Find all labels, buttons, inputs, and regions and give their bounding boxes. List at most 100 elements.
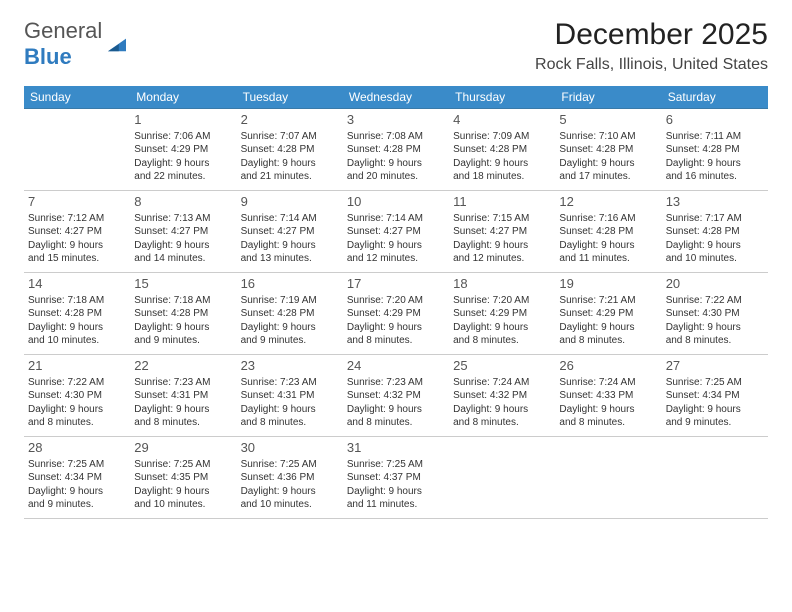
sunset-text: Sunset: 4:28 PM: [347, 143, 445, 157]
day-number: 11: [453, 193, 551, 211]
logo-text: General Blue: [24, 18, 102, 70]
day-number: 3: [347, 111, 445, 129]
daylight-text: and 11 minutes.: [347, 498, 445, 512]
calendar-day-cell: [555, 437, 661, 519]
calendar-day-cell: 5Sunrise: 7:10 AMSunset: 4:28 PMDaylight…: [555, 109, 661, 191]
calendar-day-cell: 12Sunrise: 7:16 AMSunset: 4:28 PMDayligh…: [555, 191, 661, 273]
daylight-text: Daylight: 9 hours: [453, 239, 551, 253]
sunset-text: Sunset: 4:30 PM: [666, 307, 764, 321]
daylight-text: and 12 minutes.: [453, 252, 551, 266]
daylight-text: Daylight: 9 hours: [28, 403, 126, 417]
calendar-day-cell: 3Sunrise: 7:08 AMSunset: 4:28 PMDaylight…: [343, 109, 449, 191]
daylight-text: Daylight: 9 hours: [559, 321, 657, 335]
sunset-text: Sunset: 4:30 PM: [28, 389, 126, 403]
daylight-text: Daylight: 9 hours: [28, 239, 126, 253]
daylight-text: Daylight: 9 hours: [241, 239, 339, 253]
calendar-day-cell: 20Sunrise: 7:22 AMSunset: 4:30 PMDayligh…: [662, 273, 768, 355]
daylight-text: Daylight: 9 hours: [559, 403, 657, 417]
daylight-text: Daylight: 9 hours: [453, 321, 551, 335]
sunset-text: Sunset: 4:28 PM: [559, 225, 657, 239]
calendar-day-cell: 10Sunrise: 7:14 AMSunset: 4:27 PMDayligh…: [343, 191, 449, 273]
sunrise-text: Sunrise: 7:13 AM: [134, 212, 232, 226]
calendar-day-cell: 14Sunrise: 7:18 AMSunset: 4:28 PMDayligh…: [24, 273, 130, 355]
title-block: December 2025 Rock Falls, Illinois, Unit…: [535, 18, 768, 74]
sunset-text: Sunset: 4:29 PM: [453, 307, 551, 321]
day-header: Sunday: [24, 86, 130, 109]
sunrise-text: Sunrise: 7:23 AM: [241, 376, 339, 390]
sunrise-text: Sunrise: 7:23 AM: [134, 376, 232, 390]
daylight-text: Daylight: 9 hours: [28, 485, 126, 499]
sunset-text: Sunset: 4:28 PM: [666, 225, 764, 239]
day-number: 15: [134, 275, 232, 293]
calendar-day-cell: 4Sunrise: 7:09 AMSunset: 4:28 PMDaylight…: [449, 109, 555, 191]
daylight-text: Daylight: 9 hours: [241, 157, 339, 171]
calendar-day-cell: [24, 109, 130, 191]
daylight-text: Daylight: 9 hours: [666, 403, 764, 417]
day-number: 22: [134, 357, 232, 375]
calendar-day-cell: 15Sunrise: 7:18 AMSunset: 4:28 PMDayligh…: [130, 273, 236, 355]
day-header: Thursday: [449, 86, 555, 109]
sunrise-text: Sunrise: 7:16 AM: [559, 212, 657, 226]
calendar-body: 1Sunrise: 7:06 AMSunset: 4:29 PMDaylight…: [24, 109, 768, 519]
daylight-text: Daylight: 9 hours: [559, 239, 657, 253]
location: Rock Falls, Illinois, United States: [535, 56, 768, 74]
daylight-text: and 15 minutes.: [28, 252, 126, 266]
sunrise-text: Sunrise: 7:06 AM: [134, 130, 232, 144]
daylight-text: Daylight: 9 hours: [453, 403, 551, 417]
sunrise-text: Sunrise: 7:25 AM: [666, 376, 764, 390]
daylight-text: and 22 minutes.: [134, 170, 232, 184]
day-number: 6: [666, 111, 764, 129]
sunrise-text: Sunrise: 7:25 AM: [241, 458, 339, 472]
calendar-day-cell: 17Sunrise: 7:20 AMSunset: 4:29 PMDayligh…: [343, 273, 449, 355]
sunset-text: Sunset: 4:28 PM: [666, 143, 764, 157]
day-number: 24: [347, 357, 445, 375]
daylight-text: Daylight: 9 hours: [347, 321, 445, 335]
calendar-day-cell: 28Sunrise: 7:25 AMSunset: 4:34 PMDayligh…: [24, 437, 130, 519]
day-number: 25: [453, 357, 551, 375]
sunset-text: Sunset: 4:32 PM: [347, 389, 445, 403]
sunrise-text: Sunrise: 7:20 AM: [347, 294, 445, 308]
daylight-text: Daylight: 9 hours: [134, 403, 232, 417]
daylight-text: and 8 minutes.: [666, 334, 764, 348]
calendar-day-cell: 27Sunrise: 7:25 AMSunset: 4:34 PMDayligh…: [662, 355, 768, 437]
sunrise-text: Sunrise: 7:23 AM: [347, 376, 445, 390]
day-header: Tuesday: [237, 86, 343, 109]
day-number: 30: [241, 439, 339, 457]
sunset-text: Sunset: 4:27 PM: [347, 225, 445, 239]
sunset-text: Sunset: 4:28 PM: [453, 143, 551, 157]
calendar-day-cell: 13Sunrise: 7:17 AMSunset: 4:28 PMDayligh…: [662, 191, 768, 273]
calendar-day-cell: 11Sunrise: 7:15 AMSunset: 4:27 PMDayligh…: [449, 191, 555, 273]
sunrise-text: Sunrise: 7:14 AM: [241, 212, 339, 226]
sunrise-text: Sunrise: 7:24 AM: [559, 376, 657, 390]
calendar-week-row: 21Sunrise: 7:22 AMSunset: 4:30 PMDayligh…: [24, 355, 768, 437]
daylight-text: and 10 minutes.: [666, 252, 764, 266]
sunset-text: Sunset: 4:28 PM: [28, 307, 126, 321]
daylight-text: and 16 minutes.: [666, 170, 764, 184]
calendar-day-cell: 31Sunrise: 7:25 AMSunset: 4:37 PMDayligh…: [343, 437, 449, 519]
sunrise-text: Sunrise: 7:19 AM: [241, 294, 339, 308]
calendar-week-row: 14Sunrise: 7:18 AMSunset: 4:28 PM Dayligh…: [24, 273, 768, 355]
sunrise-text: Sunrise: 7:08 AM: [347, 130, 445, 144]
sunrise-text: Sunrise: 7:18 AM: [28, 294, 126, 308]
day-number: 4: [453, 111, 551, 129]
day-number: 9: [241, 193, 339, 211]
sunset-text: Sunset: 4:36 PM: [241, 471, 339, 485]
daylight-text: and 12 minutes.: [347, 252, 445, 266]
sunset-text: Sunset: 4:32 PM: [453, 389, 551, 403]
sunrise-text: Sunrise: 7:09 AM: [453, 130, 551, 144]
calendar-day-cell: 16Sunrise: 7:19 AMSunset: 4:28 PMDayligh…: [237, 273, 343, 355]
sunset-text: Sunset: 4:28 PM: [559, 143, 657, 157]
day-number: 20: [666, 275, 764, 293]
daylight-text: Daylight: 9 hours: [347, 403, 445, 417]
calendar-day-cell: 6Sunrise: 7:11 AMSunset: 4:28 PMDaylight…: [662, 109, 768, 191]
calendar-day-cell: [662, 437, 768, 519]
sunset-text: Sunset: 4:29 PM: [347, 307, 445, 321]
calendar-day-cell: 18Sunrise: 7:20 AMSunset: 4:29 PMDayligh…: [449, 273, 555, 355]
day-number: 14: [28, 275, 126, 293]
calendar-day-cell: 25Sunrise: 7:24 AMSunset: 4:32 PMDayligh…: [449, 355, 555, 437]
sunrise-text: Sunrise: 7:25 AM: [134, 458, 232, 472]
calendar-day-cell: 29Sunrise: 7:25 AMSunset: 4:35 PMDayligh…: [130, 437, 236, 519]
calendar-day-cell: [449, 437, 555, 519]
daylight-text: Daylight: 9 hours: [347, 485, 445, 499]
calendar-day-cell: 7Sunrise: 7:12 AMSunset: 4:27 PMDaylight…: [24, 191, 130, 273]
